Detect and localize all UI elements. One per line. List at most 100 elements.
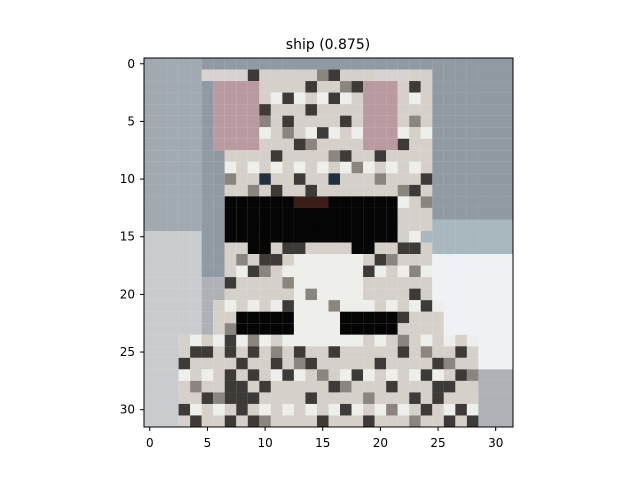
image-pixel-6-18	[213, 265, 225, 278]
image-pixel-26-8	[443, 150, 456, 162]
image-pixel-31-20	[501, 288, 514, 301]
image-pixel-29-29	[478, 392, 490, 404]
image-pixel-2-9	[167, 161, 179, 174]
image-pixel-1-27	[155, 369, 168, 381]
image-pixel-6-6	[213, 127, 225, 139]
image-pixel-20-29	[374, 392, 387, 404]
image-pixel-28-16	[466, 242, 479, 255]
image-pixel-6-0	[213, 58, 225, 70]
image-pixel-1-15	[155, 230, 168, 243]
image-pixel-13-4	[293, 104, 306, 116]
image-pixel-28-26	[466, 357, 479, 370]
image-pixel-21-4	[386, 104, 398, 116]
image-pixel-13-3	[293, 92, 306, 105]
image-pixel-23-21	[409, 300, 421, 312]
image-pixel-19-11	[363, 184, 375, 197]
image-pixel-0-19	[144, 277, 156, 289]
image-pixel-31-9	[501, 161, 514, 174]
image-pixel-29-0	[478, 58, 490, 70]
image-pixel-30-13	[489, 207, 502, 220]
image-pixel-18-24	[351, 334, 364, 347]
image-pixel-0-0	[144, 58, 156, 70]
image-pixel-22-4	[397, 104, 410, 116]
image-pixel-25-25	[432, 346, 444, 358]
image-pixel-1-6	[155, 127, 168, 139]
image-pixel-7-2	[224, 81, 237, 93]
image-pixel-26-31	[443, 415, 456, 428]
image-pixel-19-7	[363, 138, 375, 151]
image-pixel-11-6	[270, 127, 283, 139]
image-pixel-3-8	[178, 150, 191, 162]
image-pixel-10-24	[259, 334, 271, 347]
image-pixel-26-30	[443, 403, 456, 416]
image-pixel-3-6	[178, 127, 191, 139]
image-pixel-27-14	[455, 219, 467, 232]
image-pixel-22-5	[397, 115, 410, 128]
image-pixel-7-3	[224, 92, 237, 105]
image-pixel-26-17	[443, 254, 456, 266]
image-pixel-2-1	[167, 69, 179, 82]
image-pixel-2-21	[167, 300, 179, 312]
image-pixel-9-22	[247, 311, 260, 324]
image-pixel-12-9	[282, 161, 294, 174]
image-pixel-20-1	[374, 69, 387, 82]
image-pixel-20-2	[374, 81, 387, 93]
image-pixel-18-10	[351, 173, 364, 185]
image-pixel-30-9	[489, 161, 502, 174]
image-pixel-11-1	[270, 69, 283, 82]
image-pixel-8-1	[236, 69, 248, 82]
image-pixel-31-13	[501, 207, 514, 220]
image-pixel-23-19	[409, 277, 421, 289]
image-pixel-31-8	[501, 150, 514, 162]
image-pixel-7-27	[224, 369, 237, 381]
image-pixel-25-12	[432, 196, 444, 208]
image-pixel-16-14	[328, 219, 341, 232]
image-pixel-4-11	[190, 184, 202, 197]
image-pixel-13-27	[293, 369, 306, 381]
image-pixel-10-19	[259, 277, 271, 289]
image-pixel-25-23	[432, 323, 444, 335]
image-pixel-6-13	[213, 207, 225, 220]
image-pixel-13-28	[293, 380, 306, 393]
image-pixel-28-9	[466, 161, 479, 174]
y-tick-label-5: 5	[127, 114, 135, 128]
image-pixel-25-10	[432, 173, 444, 185]
image-pixel-19-24	[363, 334, 375, 347]
image-pixel-19-3	[363, 92, 375, 105]
image-pixel-30-29	[489, 392, 502, 404]
image-pixel-6-25	[213, 346, 225, 358]
image-pixel-3-10	[178, 173, 191, 185]
image-pixel-4-17	[190, 254, 202, 266]
image-pixel-10-7	[259, 138, 271, 151]
image-pixel-19-14	[363, 219, 375, 232]
image-pixel-13-18	[293, 265, 306, 278]
image-pixel-10-5	[259, 115, 271, 128]
image-pixel-23-4	[409, 104, 421, 116]
image-pixel-21-9	[386, 161, 398, 174]
image-pixel-7-9	[224, 161, 237, 174]
image-pixel-27-23	[455, 323, 467, 335]
image-pixel-14-5	[305, 115, 318, 128]
image-pixel-30-18	[489, 265, 502, 278]
image-pixel-28-10	[466, 173, 479, 185]
image-pixel-21-22	[386, 311, 398, 324]
image-pixel-19-23	[363, 323, 375, 335]
image-pixel-2-13	[167, 207, 179, 220]
image-pixel-13-15	[293, 230, 306, 243]
image-pixel-12-10	[282, 173, 294, 185]
image-pixel-28-7	[466, 138, 479, 151]
image-pixel-16-16	[328, 242, 341, 255]
image-pixel-24-16	[420, 242, 433, 255]
image-pixel-28-5	[466, 115, 479, 128]
image-pixel-11-17	[270, 254, 283, 266]
image-pixel-18-19	[351, 277, 364, 289]
image-pixel-4-10	[190, 173, 202, 185]
image-pixel-1-31	[155, 415, 168, 428]
image-pixel-0-15	[144, 230, 156, 243]
image-pixel-14-21	[305, 300, 318, 312]
image-pixel-12-4	[282, 104, 294, 116]
image-pixel-8-30	[236, 403, 248, 416]
image-pixel-1-20	[155, 288, 168, 301]
image-pixel-14-30	[305, 403, 318, 416]
